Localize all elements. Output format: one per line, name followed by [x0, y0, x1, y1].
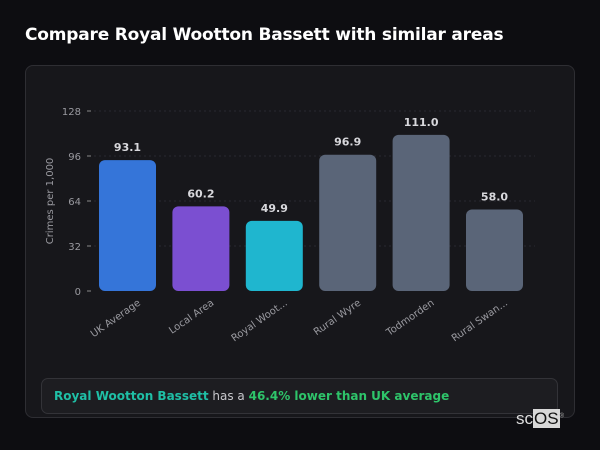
- scos-logo: scOS®: [516, 409, 564, 428]
- summary-area: Royal Wootton Bassett: [54, 389, 209, 403]
- x-tick-label: UK Average: [89, 298, 143, 340]
- y-tick-label: 0: [75, 287, 81, 298]
- bar[interactable]: [245, 220, 303, 291]
- x-tick-label: Rural Wyre: [312, 298, 363, 338]
- x-tick-label: Todmorden: [384, 298, 437, 339]
- x-tick-label: Local Area: [167, 298, 216, 337]
- bar[interactable]: [99, 160, 156, 291]
- y-tick-label: 64: [68, 197, 81, 208]
- page-title: Compare Royal Wootton Bassett with simil…: [25, 25, 504, 45]
- x-tick-label: Rural Swan...: [450, 298, 510, 345]
- data-label: 93.1: [114, 141, 141, 154]
- x-tick-label: Royal Woot...: [230, 298, 290, 345]
- data-label: 49.9: [261, 202, 288, 215]
- y-tick-label: 32: [68, 242, 81, 253]
- data-label: 60.2: [187, 187, 214, 200]
- data-label: 96.9: [334, 136, 361, 149]
- data-label: 111.0: [404, 116, 439, 129]
- y-tick-label: 128: [62, 107, 81, 118]
- bar[interactable]: [172, 206, 230, 291]
- bar[interactable]: [319, 154, 377, 291]
- summary-box: Royal Wootton Bassett has a 46.4% lower …: [41, 378, 558, 414]
- bar[interactable]: [392, 134, 450, 291]
- y-axis-label: Crimes per 1,000: [45, 158, 56, 245]
- summary-connector: has a: [208, 389, 249, 403]
- data-label: 58.0: [481, 190, 508, 203]
- bar[interactable]: [466, 209, 523, 291]
- summary-comparison: 46.4% lower than UK average: [248, 389, 450, 403]
- y-tick-label: 96: [68, 152, 81, 163]
